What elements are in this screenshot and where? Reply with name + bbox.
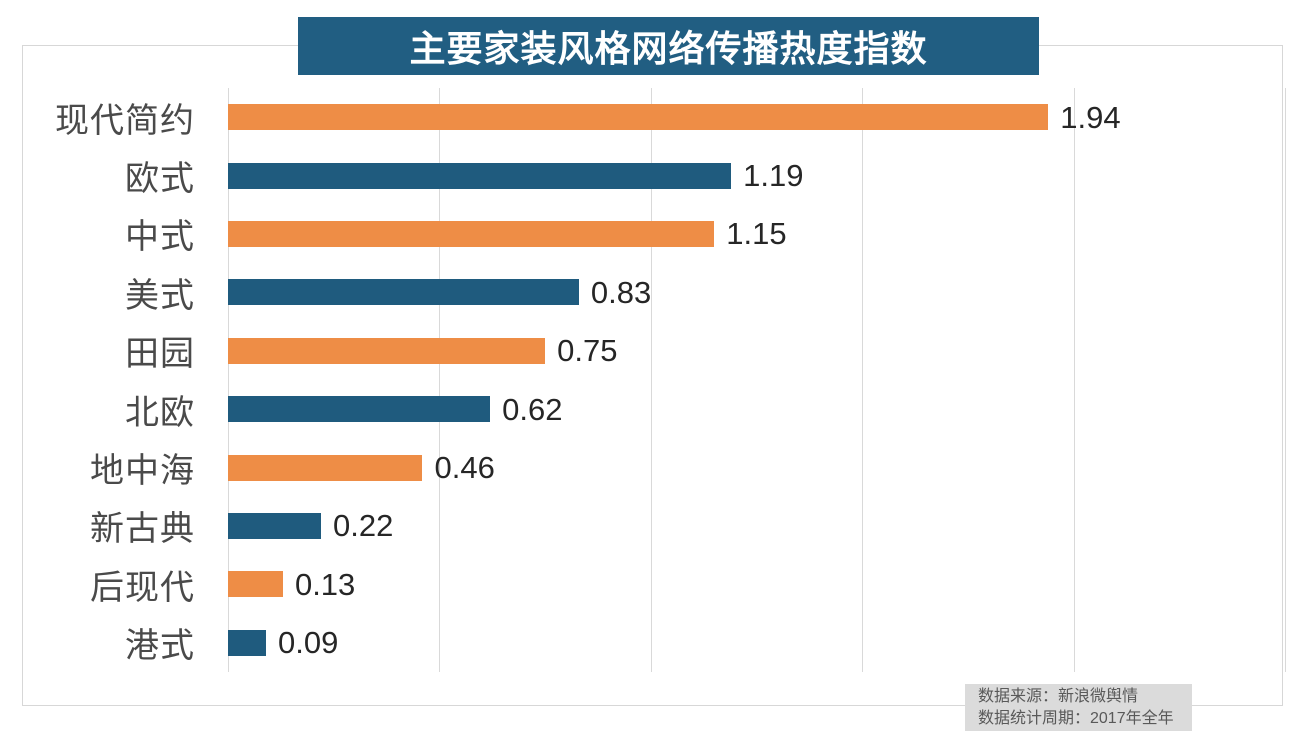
source-note-line2: 数据统计周期：2017年全年: [978, 710, 1174, 727]
bar-series: 1.94 1.19 1.15 0.83 0.75 0.62 0.46 0.22 0.13 0.09: [228, 88, 1285, 672]
source-note-line1: 数据来源：新浪微舆情: [978, 688, 1139, 705]
bar-row: 0.13: [228, 555, 1285, 613]
bar: [228, 337, 546, 364]
bar-value-label: 0.13: [294, 566, 356, 602]
bar: [228, 629, 267, 656]
bar: [228, 104, 1049, 131]
bar-value-label: 0.09: [278, 625, 339, 661]
gridline: [228, 88, 229, 672]
gridline: [650, 88, 652, 672]
bar-row: 0.83: [228, 263, 1285, 321]
bar: [228, 571, 283, 598]
bar: [228, 162, 732, 189]
bar-value-label: 1.19: [743, 158, 804, 194]
bar-row: 1.19: [228, 146, 1285, 204]
bar: [228, 454, 423, 481]
bar-value-label: 0.75: [557, 333, 618, 369]
bar: [228, 279, 579, 306]
category-label: 北欧: [125, 393, 195, 432]
plot-area: 1.94 1.19 1.15 0.83 0.75 0.62 0.46 0.22 0.13 0.09: [228, 88, 1286, 672]
category-axis: 现代简约欧式中式美式田园北欧地中海新古典后现代港式: [30, 88, 195, 672]
chart-title: 主要家装风格网络传播热度指数: [409, 28, 928, 69]
bar-row: 1.15: [228, 205, 1285, 263]
bar-value-label: 0.83: [590, 274, 652, 310]
bar-row: 0.62: [228, 380, 1285, 438]
bar-row: 0.09: [228, 614, 1285, 672]
bar-row: 0.46: [228, 438, 1285, 496]
bar: [228, 396, 491, 423]
bar-value-label: 1.94: [1060, 99, 1121, 135]
category-label: 美式: [125, 276, 195, 315]
bar: [228, 512, 322, 539]
bar-row: 0.22: [228, 497, 1285, 555]
category-label: 地中海: [90, 452, 195, 491]
category-label: 港式: [125, 627, 195, 666]
chart-title-banner: 主要家装风格网络传播热度指数: [298, 17, 1039, 75]
bar-value-label: 0.22: [333, 508, 394, 544]
category-label: 欧式: [125, 160, 195, 199]
bar-row: 1.94: [228, 88, 1285, 146]
bar: [228, 220, 715, 247]
source-note: 数据来源：新浪微舆情 数据统计周期：2017年全年: [965, 684, 1192, 731]
bar-value-label: 1.15: [726, 216, 787, 252]
gridline: [862, 88, 864, 672]
category-label: 田园: [125, 335, 195, 374]
category-label: 新古典: [90, 510, 195, 549]
gridline: [1073, 88, 1075, 672]
gridline: [439, 88, 441, 672]
bar-row: 0.75: [228, 322, 1285, 380]
category-label: 后现代: [90, 568, 195, 607]
category-label: 中式: [125, 218, 195, 257]
bar-value-label: 0.62: [502, 391, 563, 427]
category-label: 现代简约: [55, 101, 195, 140]
gridline: [1285, 88, 1286, 672]
bar-value-label: 0.46: [434, 450, 495, 486]
